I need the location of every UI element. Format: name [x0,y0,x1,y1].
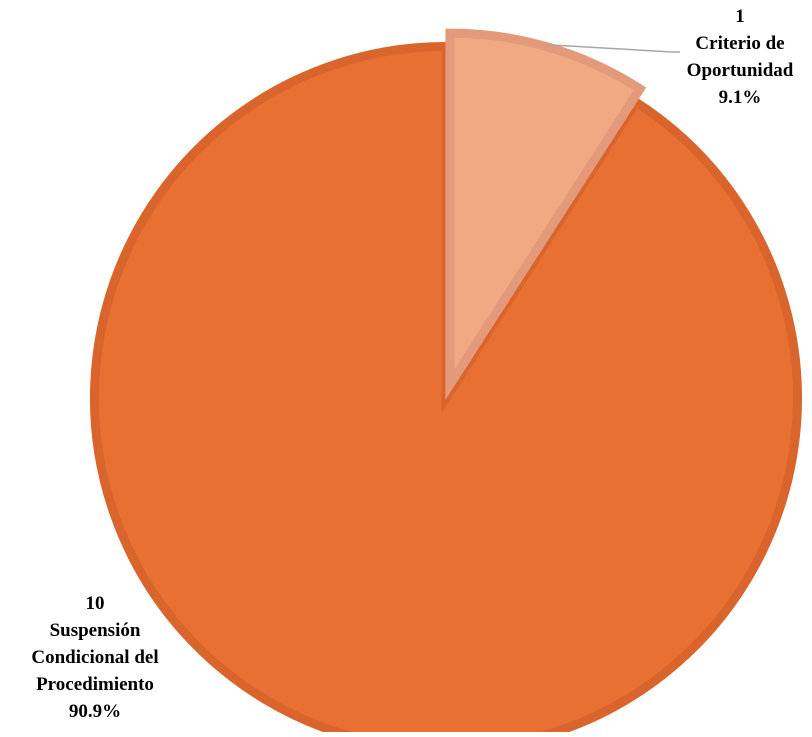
data-label-2-line-2: Suspensión [50,620,141,641]
leader-line-1 [549,44,680,53]
leader-lines-layer [549,44,680,53]
data-label-1-line-4: 9.1% [719,87,762,108]
data-label-1-line-2: Criterio de [695,33,784,54]
data-label-1-line-3: Oportunidad [687,60,794,81]
data-label-1-line-1: 1 [735,6,745,27]
pie-slice-1 [445,28,647,400]
data-label-2-line-5: 90.9% [69,701,121,722]
data-labels-layer: 1 Criterio de Oportunidad 9.1% 10 Suspensión C… [31,6,793,722]
slices-layer [90,28,802,737]
data-label-2-line-4: Procedimiento [36,674,154,695]
data-label-2-line-1: 10 [86,593,105,614]
data-label-2-line-3: Condicional del [31,647,158,668]
